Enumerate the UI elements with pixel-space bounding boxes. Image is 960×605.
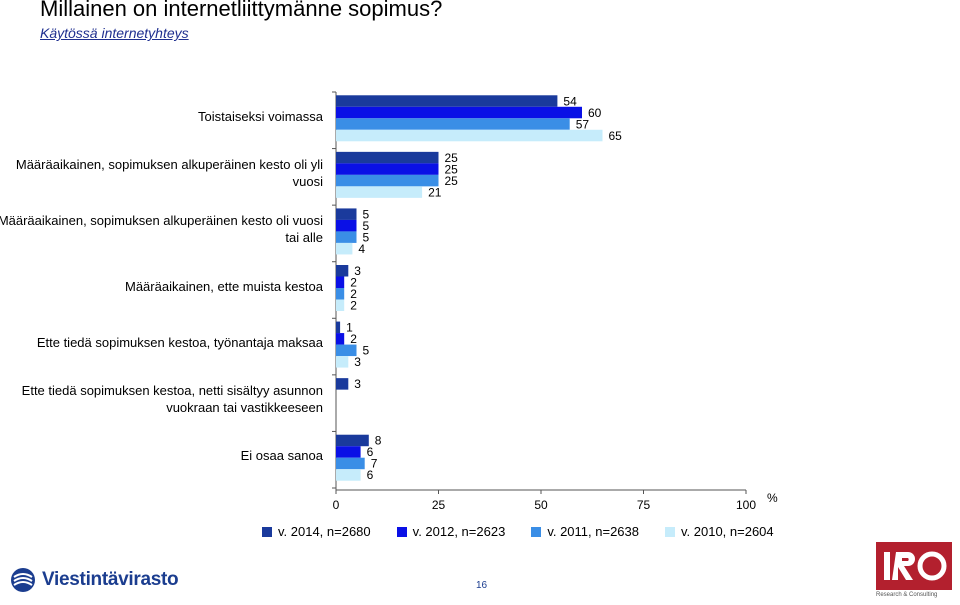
bar (336, 288, 345, 300)
bar-value-label: 2 (350, 287, 357, 301)
bar-value-label: 21 (428, 185, 442, 199)
bar-value-label: 60 (588, 106, 602, 120)
bar (336, 106, 582, 119)
chart-subtitle: Käytössä internetyhteys (40, 25, 189, 41)
bar (336, 265, 349, 277)
bar (336, 299, 345, 311)
bar (336, 231, 357, 243)
legend-item: v. 2014, n=2680 (262, 524, 371, 539)
legend-swatch (262, 526, 272, 537)
legend-label: v. 2012, n=2623 (412, 524, 506, 539)
bar (336, 434, 369, 447)
bar-value-label: 25 (445, 162, 459, 176)
legend-label: v. 2011, n=2638 (547, 524, 639, 539)
bar-value-label: 5 (363, 207, 370, 221)
bar (336, 378, 349, 390)
bar-value-label: 3 (354, 264, 361, 278)
bar (336, 219, 357, 232)
x-tick-label: 75 (637, 498, 651, 512)
bar-value-label: 8 (375, 434, 382, 448)
bar-value-label: 57 (576, 117, 590, 131)
bar-value-label: 2 (350, 276, 357, 290)
bar-value-label: 25 (445, 151, 459, 165)
axis-unit-label: % (767, 491, 778, 505)
bar (336, 242, 353, 255)
bar-value-label: 25 (445, 174, 459, 188)
bar-value-label: 4 (358, 242, 365, 256)
bar-value-label: 5 (363, 230, 370, 244)
legend-swatch (665, 526, 675, 537)
iro-caption: Research & Consulting (876, 592, 938, 598)
bar-value-label: 2 (350, 332, 357, 346)
page-number: 16 (476, 580, 488, 591)
bar (336, 208, 357, 220)
iro-logo-mark (876, 542, 952, 590)
viestintavirasto-wordmark: Viestintävirasto (42, 569, 179, 590)
legend-item: v. 2011, n=2638 (531, 524, 639, 539)
bar (336, 186, 423, 198)
bar (336, 333, 345, 345)
iro-logo: Research & Consulting (876, 542, 958, 598)
bar-value-label: 7 (371, 457, 378, 471)
bar-value-label: 5 (363, 344, 370, 358)
bar-value-label: 54 (563, 94, 577, 108)
legend-swatch (531, 526, 542, 537)
bar (336, 163, 439, 175)
bar (336, 446, 361, 458)
legend-item: v. 2010, n=2604 (665, 524, 774, 539)
category-label: Toistaiseksi voimassa (198, 108, 323, 124)
chart-title: Millainen on internetliittymänne sopimus… (40, 0, 443, 21)
viestintavirasto-logo: Viestintävirasto (10, 567, 179, 593)
legend-item: v. 2012, n=2623 (396, 524, 506, 539)
category-label: Ette tiedä sopimuksen kestoa, netti sisä… (21, 383, 323, 416)
bar (336, 321, 341, 334)
legend: v. 2014, n=2680 v. 2012, n=2623 v. 2011, n… (262, 524, 774, 539)
bar-value-label: 1 (346, 321, 353, 335)
bar-value-label: 6 (367, 468, 374, 482)
bar-value-label: 2 (350, 299, 357, 313)
x-tick-label: 50 (534, 498, 548, 512)
bar (336, 95, 558, 107)
bar (336, 118, 570, 130)
bar-value-label: 6 (367, 445, 374, 459)
bar-value-label: 5 (363, 219, 370, 233)
bar-value-label: 3 (354, 377, 361, 391)
bar (336, 356, 349, 368)
bar (336, 174, 439, 187)
bar (336, 151, 439, 164)
bar (336, 469, 361, 481)
category-label: Määräaikainen, ette muista kestoa (125, 278, 323, 294)
x-tick-label: 100 (736, 498, 756, 512)
bar (336, 276, 345, 288)
x-tick-label: 25 (432, 498, 446, 512)
category-label: Ei osaa sanoa (240, 448, 323, 464)
viestintavirasto-emblem-icon (11, 568, 35, 592)
bar (336, 129, 603, 142)
x-tick-label: 0 (333, 498, 340, 512)
category-label: Määräaikainen, sopimuksen alkuperäinen k… (15, 156, 323, 189)
legend-label: v. 2014, n=2680 (278, 524, 371, 539)
bar (336, 344, 357, 357)
category-label: Ette tiedä sopimuksen kestoa, työnantaja… (36, 335, 323, 351)
legend-swatch (396, 526, 407, 537)
bar (336, 457, 365, 470)
category-label: Määräaikainen, sopimuksen alkuperäinen k… (0, 213, 323, 246)
legend-label: v. 2010, n=2604 (681, 524, 774, 539)
bar-value-label: 65 (609, 129, 623, 143)
bar-value-label: 3 (354, 355, 361, 369)
